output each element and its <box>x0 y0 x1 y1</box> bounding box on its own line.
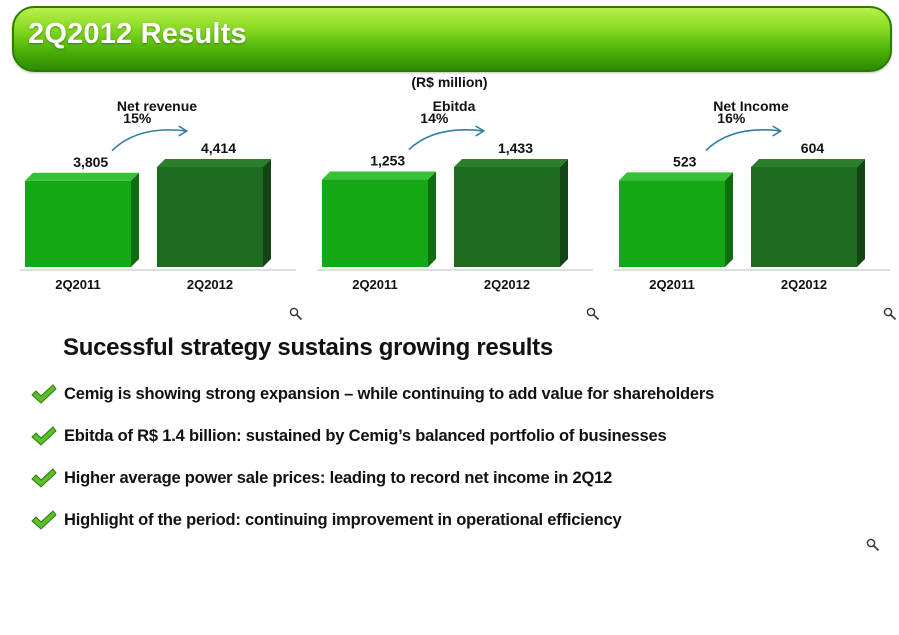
magnifier-icon[interactable] <box>883 307 897 321</box>
data-label: 1,433 <box>498 140 533 156</box>
category-label: 2Q2012 <box>781 277 827 292</box>
growth-arrow <box>705 129 781 151</box>
growth-arrow <box>111 129 187 152</box>
bar <box>619 180 725 267</box>
bar-top <box>454 159 568 167</box>
bullet-item: Ebitda of R$ 1.4 billion: sustained by C… <box>30 422 667 450</box>
bar-top <box>619 172 733 181</box>
bullet-item: Highlight of the period: continuing impr… <box>30 506 622 534</box>
bar-side <box>560 159 568 267</box>
bullet-text: Higher average power sale prices: leadin… <box>64 468 613 487</box>
ebitda-chart: Ebitda 2Q2011 1,253 2Q2012 1,433 14% <box>309 90 599 300</box>
bar-chart-svg: 2Q2011 1,253 2Q2012 1,433 14% <box>317 110 593 292</box>
page-title: 2Q2012 Results <box>28 18 247 50</box>
category-label: 2Q2012 <box>484 277 530 292</box>
data-label: 1,253 <box>370 153 405 169</box>
chart-title: Net revenue <box>116 98 198 114</box>
data-label: 3,805 <box>73 154 108 170</box>
units-label: (R$ million) <box>411 74 488 90</box>
checkmark-icon <box>31 384 57 404</box>
bullet-text: Ebitda of R$ 1.4 billion: sustained by C… <box>64 426 667 445</box>
growth-label: 16% <box>717 110 746 126</box>
bullet-item: Cemig is showing strong expansion – whil… <box>30 380 714 408</box>
bullet-item: Higher average power sale prices: leadin… <box>30 464 612 492</box>
bar <box>454 167 560 267</box>
data-label: 523 <box>673 153 697 169</box>
category-label: 2Q2012 <box>187 277 233 292</box>
arrow-head <box>772 125 783 137</box>
bar-top <box>322 171 436 180</box>
arrow-head <box>475 125 486 137</box>
growth-arrow <box>408 129 484 151</box>
growth-label: 15% <box>123 110 152 126</box>
bar <box>751 167 857 267</box>
arrow-head <box>178 125 189 137</box>
category-label: 2Q2011 <box>55 277 101 292</box>
checkmark-icon <box>31 468 57 488</box>
bullet-text: Highlight of the period: continuing impr… <box>64 510 622 529</box>
net-income-chart: Net Income 2Q2011 523 2Q2012 604 16% <box>606 90 896 300</box>
data-label: 604 <box>801 140 825 156</box>
headline: Sucessful strategy sustains growing resu… <box>63 334 553 361</box>
bar-side <box>131 172 139 267</box>
category-label: 2Q2011 <box>649 277 695 292</box>
chart-title: Net Income <box>713 98 789 114</box>
bar <box>25 180 131 267</box>
bar-top <box>157 159 271 167</box>
title-banner: 2Q2012 Results <box>12 6 892 72</box>
bar <box>157 167 263 267</box>
bar-top <box>25 172 139 181</box>
magnifier-icon[interactable] <box>586 307 600 321</box>
growth-label: 14% <box>420 110 449 126</box>
category-label: 2Q2011 <box>352 277 398 292</box>
magnifier-icon[interactable] <box>289 307 303 321</box>
bar-chart-svg: 2Q2011 3,805 2Q2012 4,414 15% <box>20 110 296 292</box>
bar-side <box>428 171 436 267</box>
bar <box>322 179 428 267</box>
bar-side <box>725 172 733 267</box>
net-revenue-chart: Net revenue 2Q2011 3,805 2Q2012 4,414 15% <box>12 90 302 300</box>
bar-top <box>751 159 865 167</box>
data-label: 4,414 <box>201 140 236 156</box>
bar-side <box>263 159 271 267</box>
bar-chart-svg: 2Q2011 523 2Q2012 604 16% <box>614 110 890 292</box>
magnifier-icon[interactable] <box>866 538 880 552</box>
chart-title: Ebitda <box>432 98 476 114</box>
bar-side <box>857 159 865 267</box>
checkmark-icon <box>31 510 57 530</box>
checkmark-icon <box>31 426 57 446</box>
bullet-text: Cemig is showing strong expansion – whil… <box>64 384 715 403</box>
